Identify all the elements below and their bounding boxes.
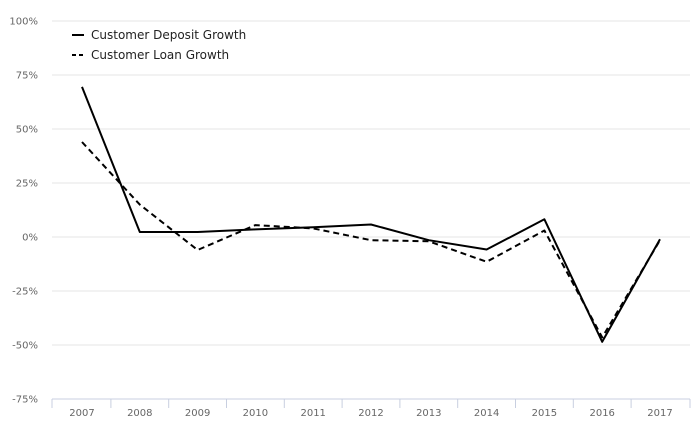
data-point-loan[interactable] [657, 237, 663, 243]
x-tick-label: 2010 [243, 408, 268, 419]
y-tick-label: -75% [12, 395, 38, 406]
series-line-deposit[interactable] [81, 86, 661, 343]
data-point-deposit[interactable] [368, 221, 374, 227]
grid-lines [52, 20, 690, 346]
series-line-loan[interactable] [81, 141, 661, 339]
data-point-loan[interactable] [368, 237, 374, 243]
data-point-loan[interactable] [484, 259, 490, 265]
y-axis: 100% 75% 50% 25% 0% -25% -50% -75% [9, 17, 38, 406]
x-tick-label: 2011 [300, 408, 325, 419]
legend: Customer Deposit Growth Customer Loan Gr… [72, 28, 246, 62]
legend-item-deposit[interactable]: Customer Deposit Growth [72, 28, 246, 42]
y-tick-label: 50% [16, 125, 38, 136]
x-tick-label: 2013 [416, 408, 441, 419]
series-lines [79, 84, 663, 343]
y-tick-label: 25% [16, 179, 38, 190]
y-tick-label: -50% [12, 341, 38, 352]
data-point-loan[interactable] [426, 238, 432, 244]
data-point-deposit[interactable] [484, 247, 490, 253]
x-tick-label: 2012 [358, 408, 383, 419]
legend-item-loan[interactable]: Customer Loan Growth [72, 48, 229, 62]
x-tick-label: 2017 [647, 408, 672, 419]
x-tick-label: 2008 [127, 408, 152, 419]
data-point-deposit[interactable] [541, 216, 547, 222]
data-point-loan[interactable] [252, 222, 258, 228]
data-point-loan[interactable] [310, 225, 316, 231]
y-tick-label: 100% [9, 17, 38, 28]
data-point-loan[interactable] [599, 334, 605, 340]
legend-label-deposit: Customer Deposit Growth [91, 28, 246, 42]
legend-label-loan: Customer Loan Growth [91, 48, 229, 62]
y-tick-label: 75% [16, 71, 38, 82]
y-tick-label: -25% [12, 287, 38, 298]
x-tick-label: 2014 [474, 408, 499, 419]
data-point-deposit[interactable] [137, 229, 143, 235]
data-point-deposit[interactable] [79, 84, 85, 90]
x-tick-label: 2016 [589, 408, 614, 419]
x-tick-label: 2015 [532, 408, 557, 419]
data-point-loan[interactable] [137, 202, 143, 208]
data-point-loan[interactable] [195, 247, 201, 253]
data-point-loan[interactable] [79, 139, 85, 145]
y-tick-label: 0% [22, 233, 38, 244]
data-point-loan[interactable] [541, 228, 547, 234]
x-axis: 2007 2008 2009 2010 2011 2012 2013 2014 2015 2016… [51, 398, 691, 419]
x-tick-label: 2007 [69, 408, 94, 419]
x-tick-label: 2009 [185, 408, 210, 419]
data-point-deposit[interactable] [195, 229, 201, 235]
